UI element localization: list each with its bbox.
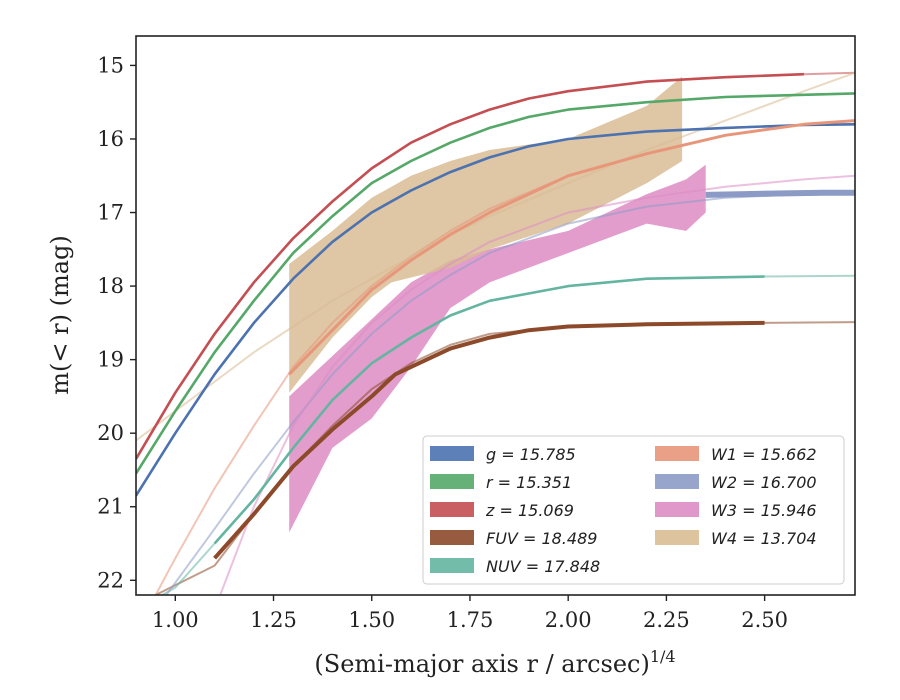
y-axis-label: m(< r) (mag) xyxy=(46,235,74,394)
data-curve-w1 xyxy=(288,119,855,376)
x-tick-label: 1.25 xyxy=(250,608,297,632)
data-curve-r xyxy=(136,92,855,475)
legend-entry: W1 = 15.662 xyxy=(711,445,817,464)
x-tick-label: 1.50 xyxy=(348,608,395,632)
legend-swatch xyxy=(430,502,474,517)
legend-swatch xyxy=(655,530,699,545)
legend-swatch xyxy=(430,558,474,573)
legend-swatch xyxy=(430,530,474,545)
legend-entry: r = 15.351 xyxy=(486,473,572,492)
plot-frame xyxy=(135,35,856,596)
data-curve-nuv xyxy=(213,275,765,545)
y-tick-label: 20 xyxy=(97,421,124,445)
legend-swatch xyxy=(430,474,474,489)
x-axis-label-superscript: 1/4 xyxy=(650,647,676,666)
legend-entry: NUV = 17.848 xyxy=(486,557,600,576)
legend-entry: g = 15.785 xyxy=(486,445,576,464)
x-tick-label: 1.00 xyxy=(152,608,199,632)
legend-entry: W4 = 13.704 xyxy=(711,529,817,548)
x-tick-label: 2.50 xyxy=(741,608,788,632)
y-tick-label: 17 xyxy=(97,201,124,225)
x-tick-label: 2.00 xyxy=(545,608,592,632)
legend: g = 15.785 r = 15.351 z = 15.069 FUV = 18.4… xyxy=(422,435,845,585)
plot-area xyxy=(136,71,855,595)
x-tick-label: 2.25 xyxy=(643,608,690,632)
legend-entry: W2 = 16.700 xyxy=(711,473,817,492)
legend-entry: FUV = 18.489 xyxy=(486,529,597,548)
data-curve-z xyxy=(136,72,804,460)
legend-frame xyxy=(422,435,845,585)
legend-swatch xyxy=(655,446,699,461)
band-w3 xyxy=(289,164,706,533)
data-curve-fuv xyxy=(213,320,765,560)
x-tick-label: 1.75 xyxy=(447,608,494,632)
data-curve-g xyxy=(136,123,855,497)
x-axis-label-main: (Semi-major axis r / arcsec) xyxy=(314,650,649,678)
legend-swatch xyxy=(430,446,474,461)
x-axis-label: (Semi-major axis r / arcsec)1/4 xyxy=(314,647,675,678)
model-curve-w3 xyxy=(219,174,855,595)
band-w4 xyxy=(289,76,683,393)
y-tick-label: 19 xyxy=(97,348,124,372)
legend-entry: W3 = 15.946 xyxy=(711,501,817,520)
y-tick-label: 21 xyxy=(97,495,124,519)
legend-swatch xyxy=(655,502,699,517)
legend-entry: z = 15.069 xyxy=(485,501,574,520)
model-curve-w2 xyxy=(165,191,855,595)
y-tick-label: 16 xyxy=(97,127,124,151)
legend-swatch xyxy=(655,474,699,489)
x-axis: 1.00 1.25 1.50 1.75 2.00 2.25 2.50 xyxy=(152,595,788,632)
y-tick-label: 18 xyxy=(97,274,124,298)
y-tick-label: 15 xyxy=(97,53,124,77)
y-axis: 15 16 17 18 19 20 21 22 xyxy=(97,53,136,592)
y-tick-label: 22 xyxy=(97,568,124,592)
data-curve-w2 xyxy=(705,189,855,198)
